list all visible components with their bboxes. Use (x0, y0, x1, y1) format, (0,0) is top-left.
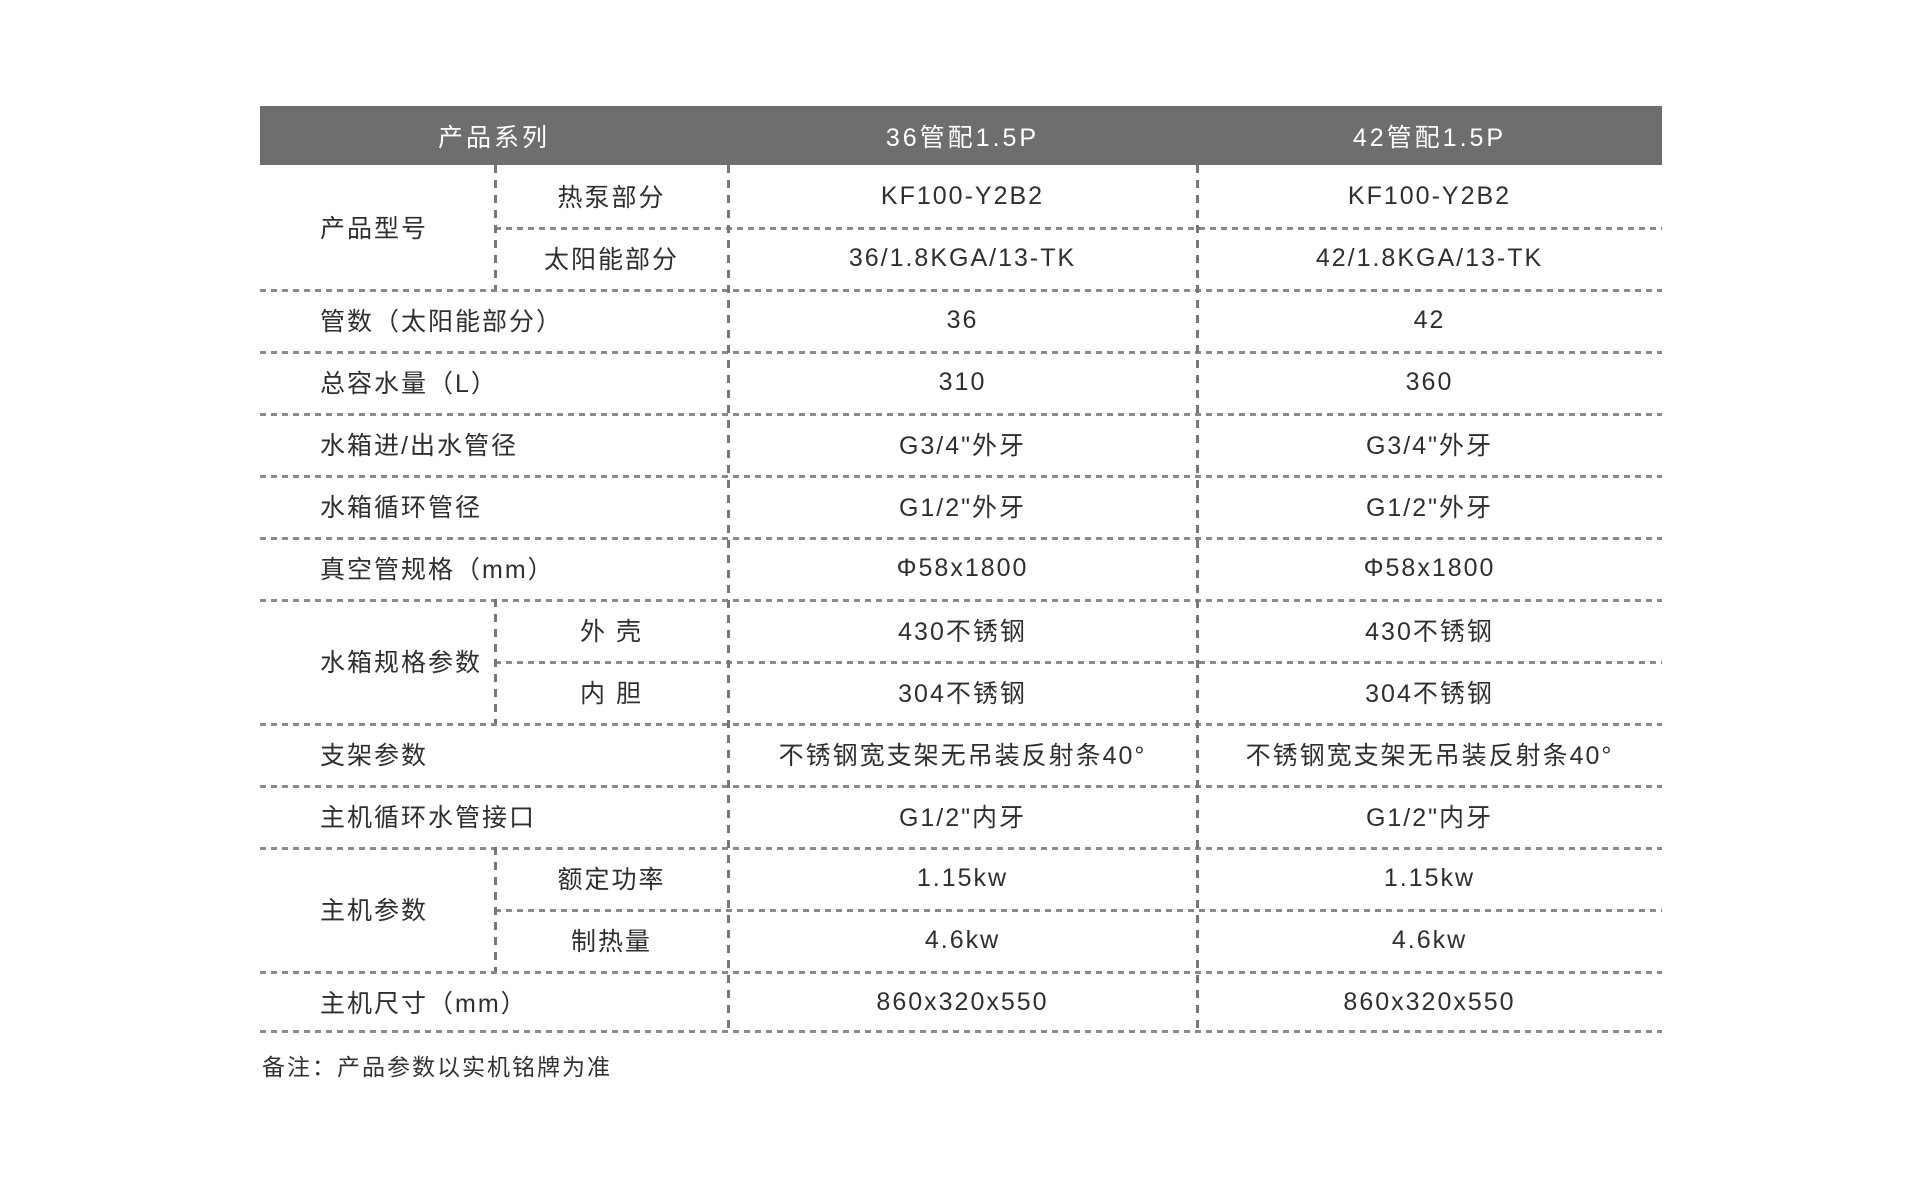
row-divider (260, 475, 1662, 478)
sub-label-solar: 太阳能部分 (543, 246, 679, 274)
value-inner-tank-42: 304不锈钢 (1365, 680, 1494, 708)
value-inner-tank-36: 304不锈钢 (898, 680, 1027, 708)
value-vacuum-tube-spec-42: Φ58x1800 (1363, 553, 1496, 582)
sub-label-heat-pump: 热泵部分 (557, 184, 666, 212)
row-label-vacuum-tube-spec: 真空管规格（mm） (320, 556, 555, 584)
value-heat-pump-36: KF100-Y2B2 (880, 181, 1045, 210)
row-label-host-dimensions: 主机尺寸（mm） (320, 990, 528, 1018)
value-bracket-params-36: 不锈钢宽支架无吊装反射条40° (778, 742, 1147, 770)
value-circulation-pipe-36: G1/2"外牙 (898, 494, 1027, 522)
table-bottom-divider (260, 1030, 1662, 1033)
header-cell-series-36: 36管配1.5P (885, 123, 1040, 152)
value-inlet-outlet-pipe-36: G3/4"外牙 (898, 432, 1027, 460)
row-divider (260, 351, 1662, 354)
sub-label-rated-power: 额定功率 (557, 866, 666, 894)
value-tube-count-42: 42 (1413, 305, 1446, 334)
group-label-product-model: 产品型号 (320, 215, 429, 243)
group-column-divider (494, 847, 497, 971)
product-spec-table: 产品系列 36管配1.5P 42管配1.5P 产品型号 热泵部分 KF100-Y… (260, 106, 1662, 1033)
group-label-host-params: 主机参数 (320, 897, 429, 925)
sub-label-heating-capacity: 制热量 (570, 928, 652, 956)
row-divider (260, 289, 1662, 292)
value-bracket-params-42: 不锈钢宽支架无吊装反射条40° (1245, 742, 1614, 770)
row-label-circulation-pipe: 水箱循环管径 (320, 494, 483, 522)
header-cell-series-42: 42管配1.5P (1352, 123, 1507, 152)
row-label-inlet-outlet-pipe: 水箱进/出水管径 (320, 432, 518, 460)
value-water-capacity-42: 360 (1405, 367, 1454, 396)
value-rated-power-42: 1.15kw (1383, 863, 1476, 892)
value-host-pipe-connector-42: G1/2"内牙 (1365, 804, 1494, 832)
row-divider (260, 599, 1662, 602)
row-label-bracket-params: 支架参数 (320, 742, 429, 770)
row-label-tube-count: 管数（太阳能部分） (320, 308, 564, 336)
value-host-dimensions-42: 860x320x550 (1343, 987, 1516, 1016)
table-body: 产品型号 热泵部分 KF100-Y2B2 KF100-Y2B2 太阳能部分 36… (260, 165, 1662, 1033)
sub-row-divider (495, 909, 1662, 912)
value-host-pipe-connector-36: G1/2"内牙 (898, 804, 1027, 832)
value-outer-shell-42: 430不锈钢 (1365, 618, 1494, 646)
value-host-dimensions-36: 860x320x550 (876, 987, 1049, 1016)
sub-row-divider (495, 227, 1662, 230)
value-circulation-pipe-42: G1/2"外牙 (1365, 494, 1494, 522)
sub-label-outer-shell: 外 壳 (580, 618, 643, 646)
footnote: 备注：产品参数以实机铭牌为准 (262, 1054, 612, 1080)
row-divider (260, 785, 1662, 788)
row-label-host-pipe-connector: 主机循环水管接口 (320, 804, 537, 832)
value-water-capacity-36: 310 (938, 367, 987, 396)
row-label-water-capacity: 总容水量（L） (320, 370, 498, 398)
column-divider (1196, 165, 1199, 1031)
value-heating-capacity-36: 4.6kw (924, 925, 1001, 954)
value-rated-power-36: 1.15kw (916, 863, 1009, 892)
table-header-row: 产品系列 36管配1.5P 42管配1.5P (260, 106, 1662, 165)
row-divider (260, 847, 1662, 850)
value-outer-shell-36: 430不锈钢 (898, 618, 1027, 646)
row-divider (260, 971, 1662, 974)
group-column-divider (494, 599, 497, 723)
row-divider (260, 413, 1662, 416)
value-vacuum-tube-spec-36: Φ58x1800 (896, 553, 1029, 582)
group-label-tank-spec: 水箱规格参数 (320, 649, 483, 677)
value-solar-42: 42/1.8KGA/13-TK (1315, 243, 1544, 272)
value-tube-count-36: 36 (946, 305, 979, 334)
value-inlet-outlet-pipe-42: G3/4"外牙 (1365, 432, 1494, 460)
sub-row-divider (495, 661, 1662, 664)
value-solar-36: 36/1.8KGA/13-TK (848, 243, 1077, 272)
column-divider (727, 165, 730, 1031)
row-divider (260, 537, 1662, 540)
row-divider (260, 723, 1662, 726)
value-heat-pump-42: KF100-Y2B2 (1347, 181, 1512, 210)
sub-label-inner-tank: 内 胆 (580, 680, 643, 708)
header-cell-product-series: 产品系列 (437, 123, 550, 152)
value-heating-capacity-42: 4.6kw (1391, 925, 1468, 954)
group-column-divider (494, 165, 497, 289)
